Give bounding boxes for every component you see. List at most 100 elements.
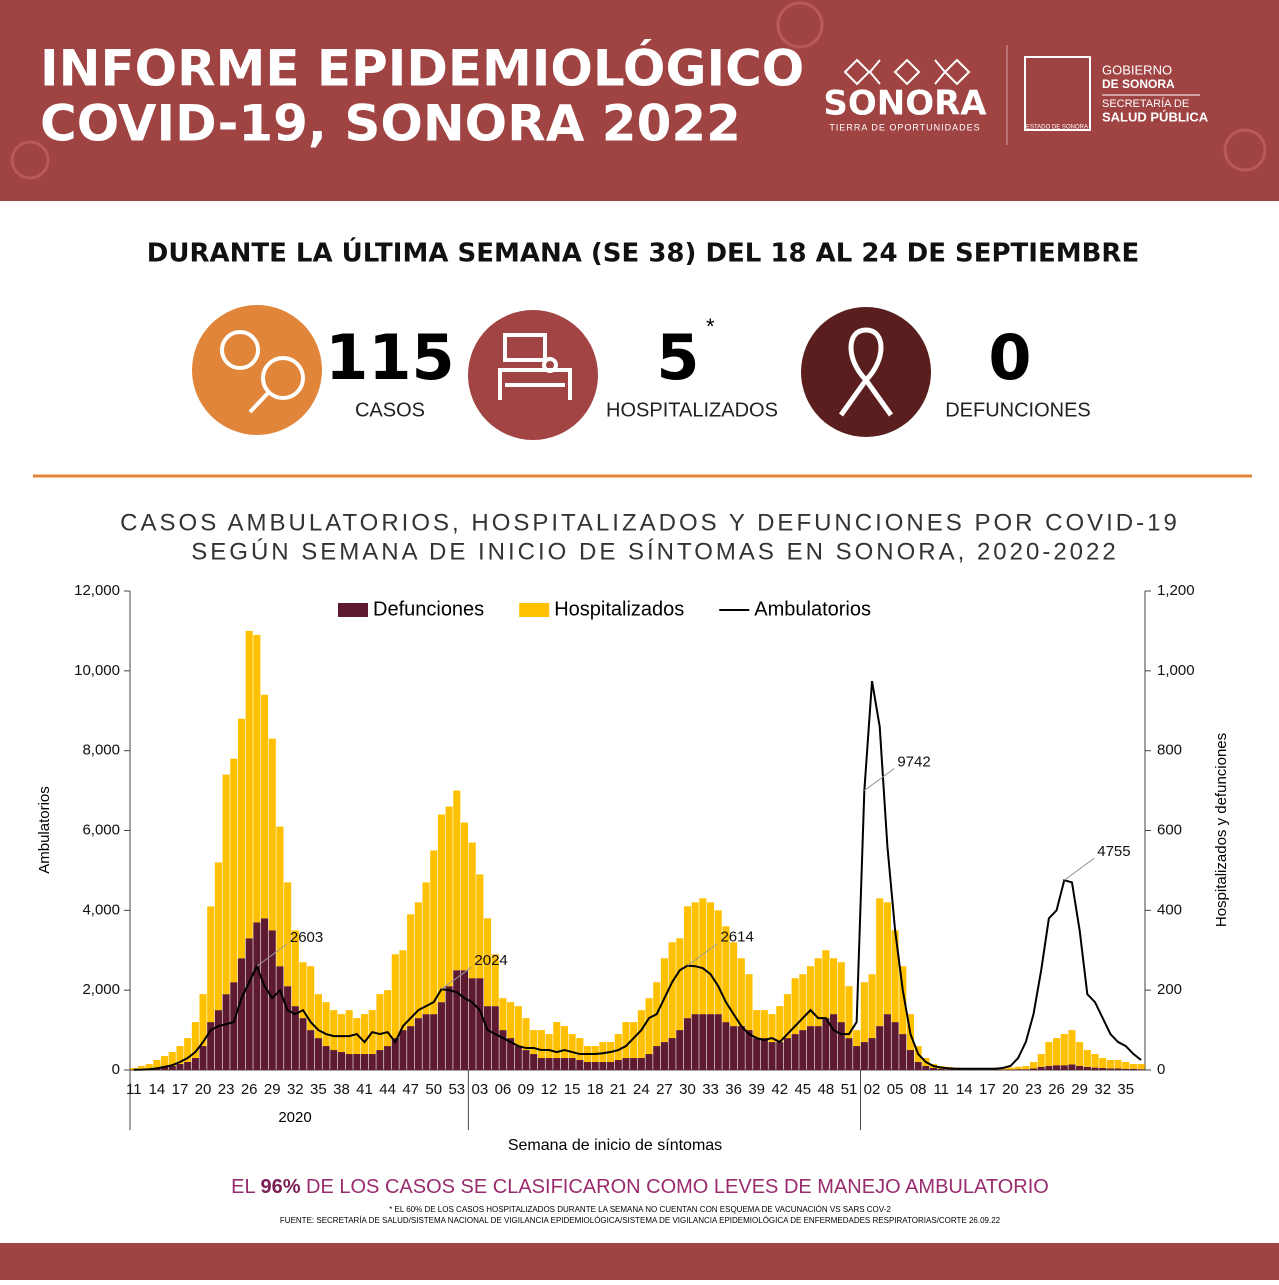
seal-caption: ESTADO DE SONORA — [1026, 125, 1088, 131]
bar — [599, 1062, 606, 1070]
label-leader — [864, 769, 894, 791]
bar — [853, 1046, 860, 1070]
bar — [592, 1062, 599, 1070]
x-tick-label: 15 — [564, 1081, 581, 1098]
x-tick-label: 29 — [264, 1081, 281, 1098]
y-tick-label: 12,000 — [74, 582, 120, 599]
bar — [622, 1058, 629, 1070]
x-tick-label: 32 — [287, 1081, 304, 1098]
bar — [1130, 1069, 1137, 1070]
summary-heading: DURANTE LA ÚLTIMA SEMANA (SE 38) DEL 18 … — [147, 237, 1139, 269]
bar — [561, 1058, 568, 1070]
legend-label: Hospitalizados — [554, 598, 684, 620]
stat-value: 5 — [656, 321, 699, 394]
bar — [838, 962, 845, 1022]
y-tick-label: 0 — [112, 1061, 120, 1078]
bar — [223, 994, 230, 1070]
x-tick-label: 05 — [887, 1081, 904, 1098]
bar — [430, 850, 437, 1014]
bar — [853, 1030, 860, 1046]
bar — [1084, 1050, 1091, 1067]
data-label: 4755 — [1097, 843, 1130, 860]
bar — [1022, 1066, 1029, 1069]
bar — [461, 970, 468, 1070]
bar — [430, 1014, 437, 1070]
bar — [807, 966, 814, 1026]
bar — [876, 898, 883, 1026]
y2-axis-title: Hospitalizados y defunciones — [1213, 733, 1230, 927]
bar — [907, 1050, 914, 1070]
bar — [884, 902, 891, 1014]
bar — [715, 1014, 722, 1070]
x-tick-label: 48 — [818, 1081, 835, 1098]
bar — [530, 1054, 537, 1070]
bar — [561, 1026, 568, 1058]
text: EL — [231, 1176, 260, 1198]
bar — [1068, 1030, 1075, 1064]
x-tick-label: 11 — [933, 1081, 949, 1098]
bar — [1076, 1042, 1083, 1066]
bar — [1122, 1062, 1129, 1069]
bar — [538, 1058, 545, 1070]
bar — [338, 1014, 345, 1052]
bar — [861, 982, 868, 1042]
bar — [392, 954, 399, 1038]
dept-line: SECRETARÍA DE — [1102, 97, 1189, 110]
x-tick-label: 30 — [679, 1081, 696, 1098]
bar — [299, 1018, 306, 1070]
bar — [1138, 1064, 1145, 1069]
x-tick-label: 45 — [794, 1081, 811, 1098]
bar — [884, 1014, 891, 1070]
year-label: 2020 — [278, 1109, 311, 1126]
bar — [630, 1058, 637, 1070]
y-tick-label: 10,000 — [74, 662, 120, 679]
footer-summary: EL 96% DE LOS CASOS SE CLASIFICARON COMO… — [231, 1176, 1049, 1198]
bar — [730, 1026, 737, 1070]
x-tick-label: 21 — [610, 1081, 627, 1098]
x-tick-label: 35 — [1117, 1081, 1134, 1098]
bar — [569, 1058, 576, 1070]
bar — [492, 1006, 499, 1070]
bar — [645, 1054, 652, 1070]
x-tick-label: 53 — [448, 1081, 465, 1098]
bar — [276, 966, 283, 1070]
bar — [422, 1014, 429, 1070]
x-tick-label: 38 — [333, 1081, 350, 1098]
x-tick-label: 12 — [541, 1081, 558, 1098]
bar — [576, 1060, 583, 1070]
x-tick-label: 24 — [633, 1081, 650, 1098]
x-tick-label: 02 — [864, 1081, 881, 1098]
bar — [653, 1046, 660, 1070]
bar — [161, 1056, 168, 1067]
bar — [1091, 1054, 1098, 1068]
bar — [1115, 1060, 1122, 1068]
bar — [1015, 1067, 1022, 1069]
bar — [399, 1030, 406, 1070]
bar — [153, 1060, 160, 1068]
bar — [546, 1058, 553, 1070]
x-tick-label: 14 — [956, 1081, 973, 1098]
data-label: 2614 — [720, 929, 753, 946]
bar — [645, 998, 652, 1054]
y-tick-label: 4,000 — [82, 901, 120, 918]
bar — [453, 970, 460, 1070]
bar — [415, 902, 422, 1018]
bar — [753, 1010, 760, 1038]
brand-tagline: TIERRA DE OPORTUNIDADES — [829, 122, 980, 132]
footer-band — [0, 1243, 1279, 1280]
bar — [1061, 1065, 1068, 1070]
y-axis-title: Ambulatorios — [36, 786, 53, 874]
bar — [776, 1006, 783, 1042]
y2-tick-label: 400 — [1157, 901, 1182, 918]
bar — [722, 1022, 729, 1070]
bar — [230, 982, 237, 1070]
y-tick-label: 2,000 — [82, 981, 120, 998]
text: DE LOS CASOS SE CLASIFICARON COMO LEVES … — [300, 1176, 1048, 1198]
bar — [269, 930, 276, 1070]
bar — [669, 1038, 676, 1070]
x-tick-label: 03 — [472, 1081, 489, 1098]
highlight: 96% — [260, 1176, 300, 1198]
x-tick-label: 26 — [1048, 1081, 1065, 1098]
dept-line: SALUD PÚBLICA — [1102, 109, 1209, 124]
bar — [684, 1018, 691, 1070]
